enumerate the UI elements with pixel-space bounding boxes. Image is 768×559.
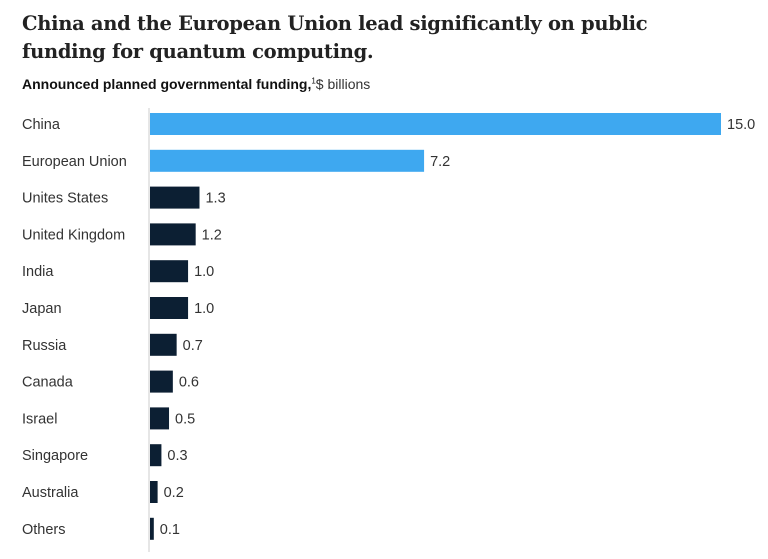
value-label: 0.5 xyxy=(175,411,195,427)
category-label: India xyxy=(22,264,54,280)
subtitle-bold: Announced planned governmental funding, xyxy=(22,76,312,92)
value-label: 7.2 xyxy=(430,154,450,170)
bar xyxy=(150,407,170,430)
value-label: 0.7 xyxy=(183,338,203,354)
value-label: 0.2 xyxy=(164,485,184,501)
category-label: Japan xyxy=(22,301,62,317)
bar xyxy=(150,260,189,283)
value-label: 0.6 xyxy=(179,375,199,391)
bar xyxy=(150,517,154,540)
bar xyxy=(150,149,425,172)
value-label: 15.0 xyxy=(727,117,755,133)
value-label: 1.2 xyxy=(202,227,222,243)
chart-title: China and the European Union lead signif… xyxy=(22,12,648,63)
category-label: European Union xyxy=(22,154,127,170)
bar xyxy=(150,223,196,246)
chart-subtitle: Announced planned governmental funding,1… xyxy=(22,76,370,92)
category-label: Canada xyxy=(22,375,74,391)
footnote-marker: 1 xyxy=(311,76,316,86)
bar xyxy=(150,481,158,503)
category-label: Unites States xyxy=(22,191,108,207)
category-label: Israel xyxy=(22,411,57,427)
value-label: 1.0 xyxy=(194,301,214,317)
category-label: Australia xyxy=(22,485,79,501)
category-label: Singapore xyxy=(22,448,88,464)
bar xyxy=(150,297,189,319)
bar xyxy=(150,370,173,393)
category-label: United Kingdom xyxy=(22,227,125,243)
value-label: 1.3 xyxy=(205,191,225,207)
bar xyxy=(150,113,721,135)
category-label: Others xyxy=(22,522,66,538)
value-label: 1.0 xyxy=(194,264,214,280)
value-label: 0.1 xyxy=(160,522,180,538)
subtitle-unit: $ billions xyxy=(315,76,371,92)
bar xyxy=(150,186,200,209)
bar xyxy=(150,444,162,467)
category-label: Russia xyxy=(22,338,67,354)
bar xyxy=(150,333,177,356)
category-label: China xyxy=(22,117,61,133)
value-label: 0.3 xyxy=(167,448,187,464)
